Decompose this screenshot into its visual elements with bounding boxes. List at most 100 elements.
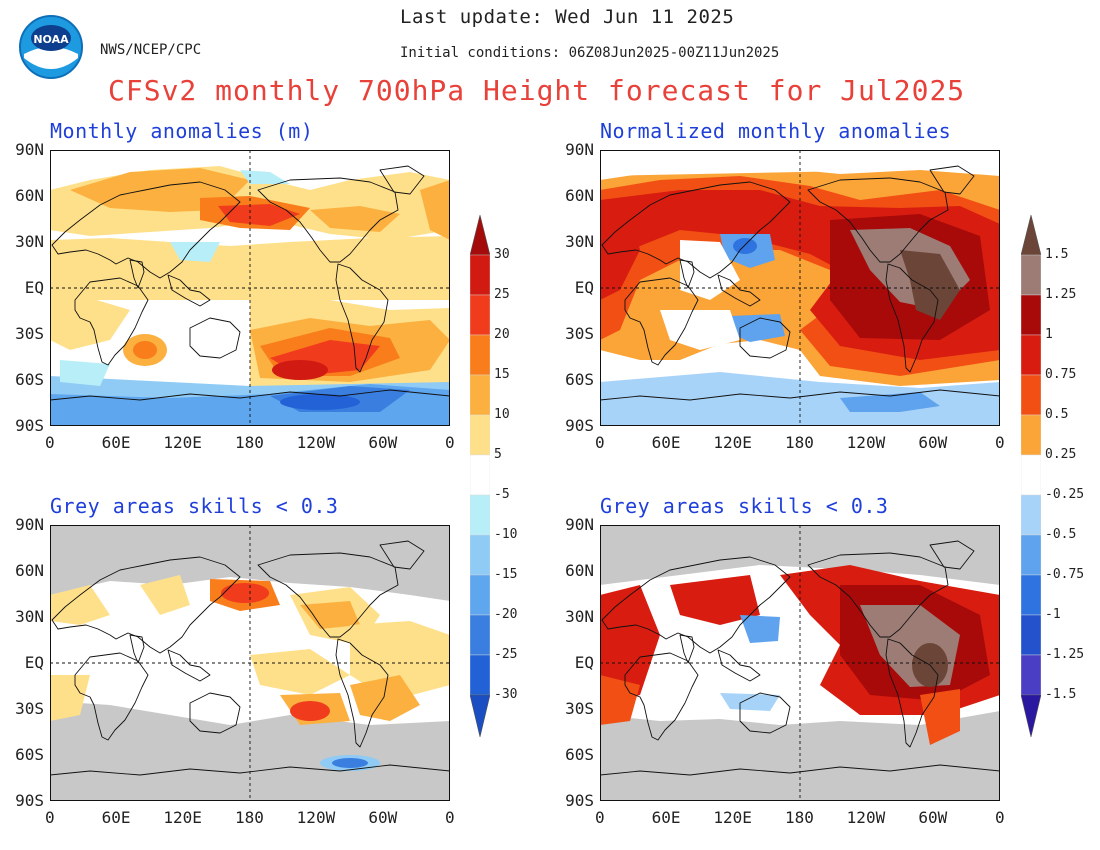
colorbar-segment (470, 694, 490, 737)
page-title: CFSv2 monthly 700hPa Height forecast for… (108, 74, 966, 107)
coastline (885, 638, 939, 748)
lat-tick-label: 90S (565, 416, 594, 435)
lon-tick-label: 0 (45, 433, 55, 452)
map-frame (50, 150, 450, 426)
coastline (885, 263, 939, 373)
lon-tick-label: 180 (785, 808, 814, 827)
lon-tick-label: 120W (296, 433, 336, 452)
lat-tick-label: 90N (15, 515, 44, 534)
colorbar-tick-label: 1.5 (1045, 247, 1069, 262)
lat-tick-label: 30N (565, 607, 594, 626)
coastline (601, 556, 791, 654)
coastline (335, 263, 389, 373)
colorbar-tick-label: 25 (494, 287, 510, 302)
anomaly-field (600, 206, 640, 300)
lon-tick-label: 60W (918, 808, 948, 827)
panel-title-bottom-right: Grey areas skills < 0.3 (600, 494, 889, 518)
coastline (807, 552, 949, 638)
coastline (189, 692, 241, 734)
coastline (624, 652, 699, 741)
lat-tick-label: 60N (15, 561, 44, 580)
lon-tick-label: 60E (101, 433, 131, 452)
colorbar-segment (1021, 454, 1041, 496)
coastline (74, 652, 149, 741)
colorbar-tick-label: -5 (494, 487, 510, 502)
colorbar-tick-label: 0.25 (1045, 447, 1077, 462)
colorbar-tick-label: -15 (494, 567, 518, 582)
colorbar-monthly-anomalies (470, 215, 490, 737)
coastline (50, 764, 450, 776)
colorbar-tick-label: -0.75 (1045, 567, 1085, 582)
colorbar-tick-label: 5 (494, 447, 502, 462)
coastline (717, 274, 761, 307)
colorbar-segment (1021, 334, 1041, 376)
lon-tick-label: 0 (995, 433, 1005, 452)
anomaly-field (600, 585, 660, 705)
coastline (379, 540, 425, 570)
last-update: Last update: Wed Jun 11 2025 (400, 6, 735, 28)
colorbar-segment (470, 614, 490, 656)
anomaly-field (660, 310, 740, 350)
lon-tick-label: 60W (368, 808, 398, 827)
coastline (929, 165, 975, 195)
lon-tick-label: 60W (368, 433, 398, 452)
colorbar-tick-label: 1 (1045, 327, 1053, 342)
lat-tick-label: EQ (24, 653, 44, 672)
colorbar-segment (470, 534, 490, 576)
anomaly-field (680, 240, 740, 300)
coastline (600, 389, 1000, 401)
coastline (167, 274, 211, 307)
anomaly-field (350, 675, 420, 721)
coastline (717, 649, 761, 682)
anomaly-field (221, 583, 269, 603)
coastline (189, 317, 241, 359)
colorbar-segment (1021, 374, 1041, 416)
lat-tick-label: 30S (565, 699, 594, 718)
colorbar-segment (470, 294, 490, 336)
colorbar-segment (1021, 534, 1041, 576)
lat-tick-label: 30N (15, 607, 44, 626)
colorbar-segment (470, 494, 490, 536)
lat-tick-label: 30S (15, 324, 44, 343)
lon-tick-label: 0 (45, 808, 55, 827)
anomaly-field (300, 601, 360, 629)
logo-text: NOAA (33, 33, 69, 46)
lon-tick-label: 60E (651, 433, 681, 452)
lon-tick-label: 0 (995, 808, 1005, 827)
coastline (50, 389, 450, 401)
lon-tick-label: 120W (296, 808, 336, 827)
map-skill-masked-normalized (600, 525, 1000, 801)
colorbar-segment (1021, 254, 1041, 296)
coastline (335, 638, 389, 748)
agency-label: NWS/NCEP/CPC (100, 42, 202, 58)
panel-title-bottom-left: Grey areas skills < 0.3 (50, 494, 339, 518)
colorbar-tick-label: -0.25 (1045, 487, 1085, 502)
lat-tick-label: 60S (15, 370, 44, 389)
lon-tick-label: 120W (846, 433, 886, 452)
lat-tick-label: 30N (565, 232, 594, 251)
anomaly-field (272, 360, 328, 380)
anomaly-field (310, 206, 400, 232)
map-skill-masked-anomalies (50, 525, 450, 801)
lon-tick-label: 180 (235, 433, 264, 452)
lon-tick-label: 60W (918, 433, 948, 452)
anomaly-field (140, 575, 190, 615)
colorbar-segment (1021, 494, 1041, 536)
anomaly-field (840, 392, 940, 412)
lat-tick-label: 60S (565, 745, 594, 764)
colorbar-tick-label: 0.75 (1045, 367, 1077, 382)
lat-tick-label: 60S (565, 370, 594, 389)
lon-tick-label: 0 (445, 433, 455, 452)
coastline (679, 259, 695, 289)
anomaly-field (280, 394, 360, 410)
colorbar-segment (1021, 654, 1041, 696)
coastline (379, 165, 425, 195)
colorbar-segment (1021, 614, 1041, 656)
coastline (739, 692, 791, 734)
colorbar-tick-label: -1.5 (1045, 687, 1077, 702)
anomaly-field (720, 693, 780, 711)
colorbar-tick-label: -10 (494, 527, 518, 542)
lon-tick-label: 180 (785, 433, 814, 452)
anomaly-field (240, 170, 290, 184)
colorbar-normalized (1021, 215, 1041, 737)
